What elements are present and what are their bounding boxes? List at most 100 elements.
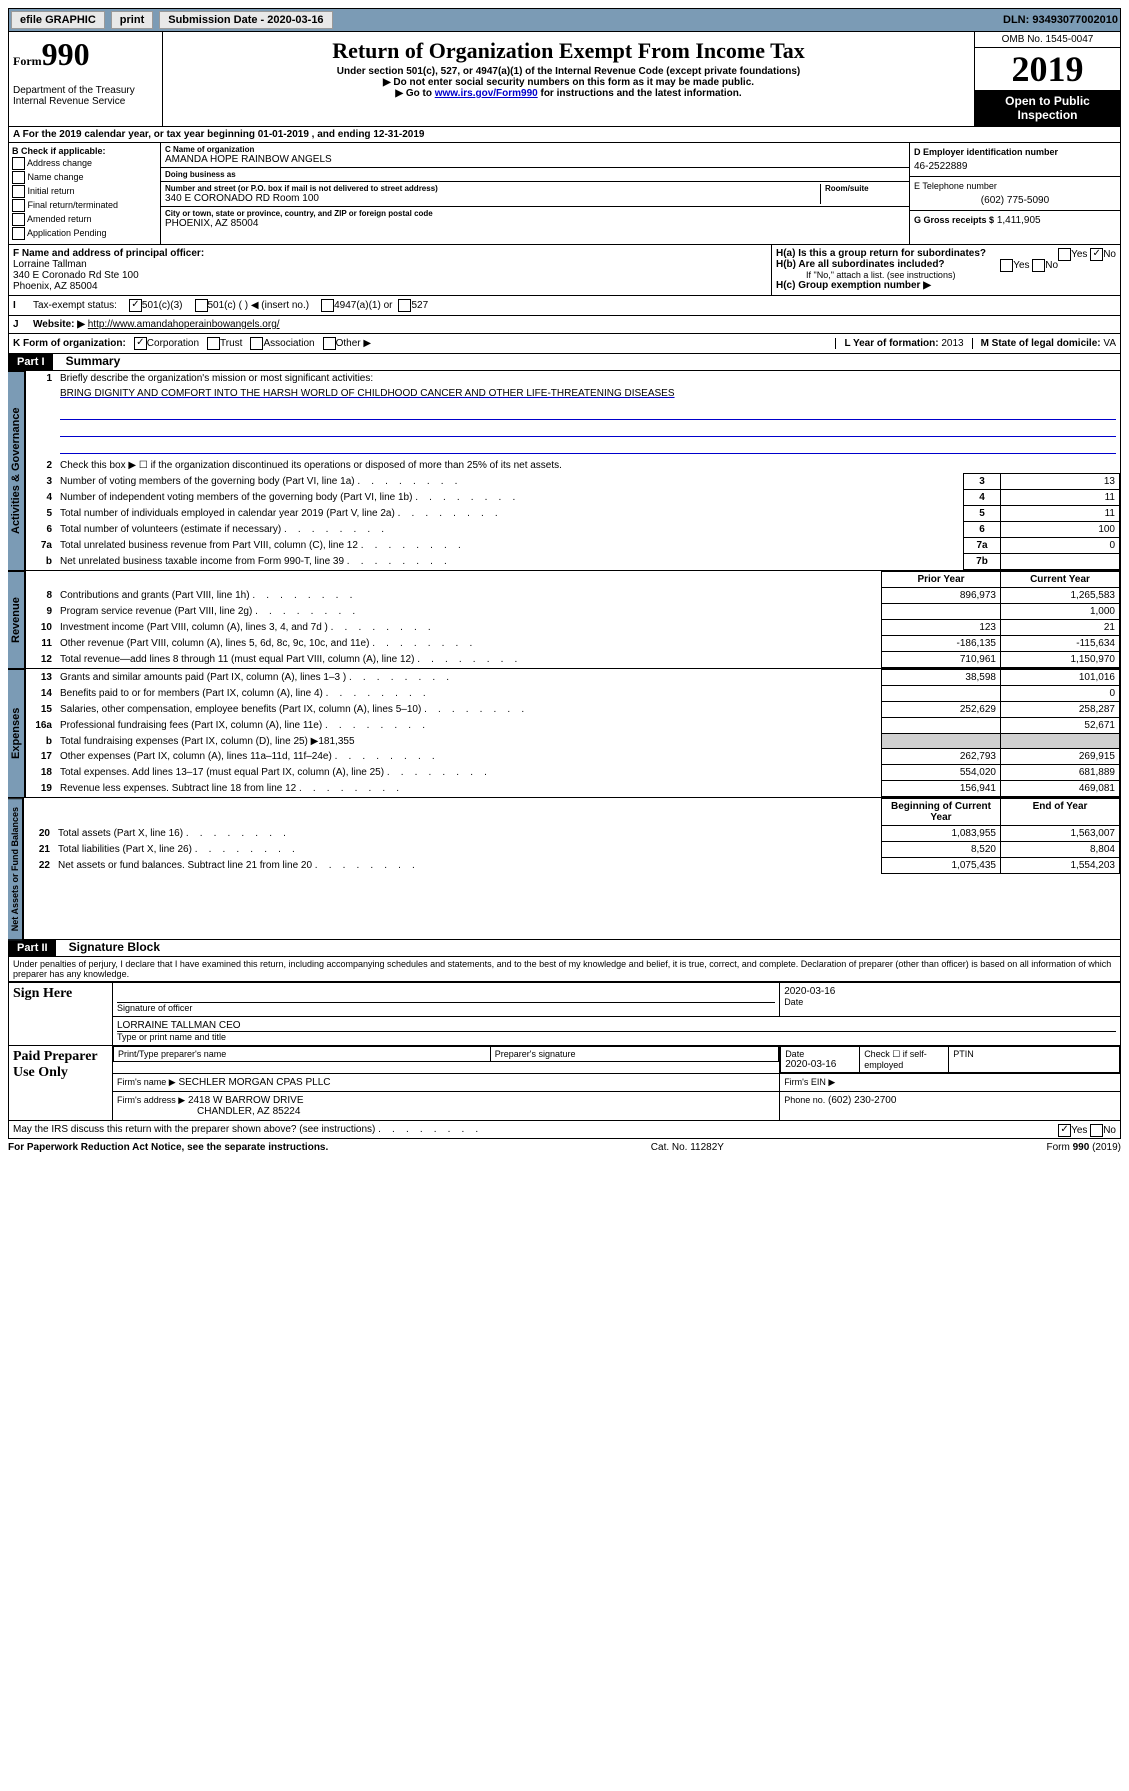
- instructions-link[interactable]: www.irs.gov/Form990: [435, 88, 538, 99]
- colb-item[interactable]: Amended return: [12, 213, 157, 226]
- col-b-items: Address change Name change Initial retur…: [12, 157, 157, 240]
- discuss-no: No: [1103, 1125, 1116, 1136]
- no-text: No: [1103, 249, 1116, 260]
- paid-prep-label: Paid Preparer Use Only: [9, 1046, 113, 1121]
- discuss-no-checkbox[interactable]: [1090, 1124, 1103, 1137]
- opt-corp: Corporation: [147, 338, 199, 349]
- dept-label: Department of the Treasury Internal Reve…: [13, 85, 158, 107]
- sub3b: for instructions and the latest informat…: [538, 88, 742, 99]
- colb-item[interactable]: Address change: [12, 157, 157, 170]
- sub-date-label: Submission Date -: [168, 14, 264, 26]
- summary-row: 5Total number of individuals employed in…: [26, 506, 1120, 522]
- opt-527: 527: [411, 300, 428, 311]
- colb-item[interactable]: Initial return: [12, 185, 157, 198]
- colb-item[interactable]: Name change: [12, 171, 157, 184]
- ha-yes-checkbox[interactable]: [1058, 248, 1071, 261]
- firm-phone: (602) 230-2700: [828, 1095, 896, 1106]
- form-number: Form990: [13, 36, 158, 73]
- website-link[interactable]: http://www.amandahoperainbowangels.org/: [88, 319, 280, 330]
- 4947-checkbox[interactable]: [321, 299, 334, 312]
- other-checkbox[interactable]: [323, 337, 336, 350]
- date-label: Date: [784, 997, 1116, 1007]
- efile-button[interactable]: efile GRAPHIC: [11, 11, 105, 29]
- mission-blank3: [60, 439, 1116, 454]
- hb-no-checkbox[interactable]: [1032, 259, 1045, 272]
- data-row: 13Grants and similar amounts paid (Part …: [26, 670, 1120, 686]
- prep-date: 2020-03-16: [785, 1059, 855, 1070]
- ptin-label: PTIN: [953, 1049, 1115, 1059]
- summary-row: 7aTotal unrelated business revenue from …: [26, 538, 1120, 554]
- website-label: Website: ▶: [33, 319, 85, 330]
- part1-title: Summary: [66, 354, 121, 368]
- sig-officer-label: Signature of officer: [117, 1003, 775, 1013]
- hb-yes-checkbox[interactable]: [1000, 259, 1013, 272]
- officer-label: F Name and address of principal officer:: [13, 248, 767, 259]
- sig-date: 2020-03-16: [784, 986, 1116, 997]
- c-name-label: C Name of organization: [165, 145, 905, 154]
- form-org-label: K Form of organization:: [13, 338, 126, 349]
- submission-date-box: Submission Date - 2020-03-16: [159, 11, 332, 29]
- form-word: Form: [13, 54, 42, 68]
- data-row: 18Total expenses. Add lines 13–17 (must …: [26, 765, 1120, 781]
- firm-ein-label: Firm's EIN ▶: [784, 1077, 835, 1087]
- year-form-val: 2013: [941, 338, 963, 349]
- form-header: Form990 Department of the Treasury Inter…: [8, 32, 1121, 127]
- section-b-row: B Check if applicable: Address change Na…: [8, 143, 1121, 245]
- assoc-checkbox[interactable]: [250, 337, 263, 350]
- city-label: City or town, state or province, country…: [165, 209, 905, 218]
- mission-blank2: [60, 422, 1116, 437]
- ein-value: 46-2522889: [914, 161, 1116, 172]
- open-public-badge: Open to Public Inspection: [975, 90, 1120, 126]
- opt-assoc: Association: [263, 338, 314, 349]
- prep-date-label: Date: [785, 1049, 855, 1059]
- subtitle-3: ▶ Go to www.irs.gov/Form990 for instruct…: [167, 88, 970, 99]
- omb-number: OMB No. 1545-0047: [975, 32, 1120, 48]
- ein-label: D Employer identification number: [914, 147, 1116, 157]
- trust-checkbox[interactable]: [207, 337, 220, 350]
- opt-501c: 501(c) ( ) ◀ (insert no.): [208, 300, 310, 311]
- tax-year: 2019: [975, 48, 1120, 90]
- data-row: 15Salaries, other compensation, employee…: [26, 702, 1120, 718]
- line2-label: Check this box ▶ ☐ if the organization d…: [56, 458, 1120, 473]
- firm-name: SECHLER MORGAN CPAS PLLC: [178, 1077, 330, 1088]
- discuss-text: May the IRS discuss this return with the…: [13, 1124, 478, 1135]
- perjury-text: Under penalties of perjury, I declare th…: [8, 957, 1121, 982]
- 501c-checkbox[interactable]: [195, 299, 208, 312]
- yes-text2: Yes: [1013, 260, 1029, 271]
- data-row: 20Total assets (Part X, line 16)1,083,95…: [24, 826, 1120, 842]
- print-button[interactable]: print: [111, 11, 153, 29]
- corp-checkbox[interactable]: ✓: [134, 337, 147, 350]
- mission-text: BRING DIGNITY AND COMFORT INTO THE HARSH…: [56, 386, 1120, 401]
- opt-4947: 4947(a)(1) or: [334, 300, 392, 311]
- org-city: PHOENIX, AZ 85004: [165, 218, 905, 229]
- phone-label: E Telephone number: [914, 181, 1116, 191]
- officer-sig-line: [117, 986, 775, 1003]
- gross-value: 1,411,905: [997, 215, 1041, 226]
- 501c3-checkbox[interactable]: ✓: [129, 299, 142, 312]
- data-row: 21Total liabilities (Part X, line 26)8,5…: [24, 842, 1120, 858]
- vlabel-expenses: Expenses: [8, 669, 25, 798]
- discuss-row: May the IRS discuss this return with the…: [8, 1121, 1121, 1139]
- officer-name: Lorraine Tallman: [13, 259, 767, 270]
- dln-label: DLN: 93493077002010: [1003, 14, 1118, 26]
- 527-checkbox[interactable]: [398, 299, 411, 312]
- paperwork-notice: For Paperwork Reduction Act Notice, see …: [8, 1142, 328, 1153]
- data-row: 9Program service revenue (Part VIII, lin…: [26, 604, 1120, 620]
- ha-no-checkbox[interactable]: ✓: [1090, 248, 1103, 261]
- officer-name-title: LORRAINE TALLMAN CEO: [117, 1020, 1116, 1032]
- org-address: 340 E CORONADO RD Room 100: [165, 193, 820, 204]
- subtitle-2: ▶ Do not enter social security numbers o…: [167, 77, 970, 88]
- colb-item[interactable]: Final return/terminated: [12, 199, 157, 212]
- discuss-yes-checkbox[interactable]: ✓: [1058, 1124, 1071, 1137]
- phone-value: (602) 775-5090: [914, 195, 1116, 206]
- data-row: 14Benefits paid to or for members (Part …: [26, 686, 1120, 702]
- state-label: M State of legal domicile:: [981, 338, 1101, 349]
- state-val: VA: [1103, 338, 1116, 349]
- sign-here-label: Sign Here: [9, 983, 113, 1046]
- summary-row: 3Number of voting members of the governi…: [26, 474, 1120, 490]
- colb-item[interactable]: Application Pending: [12, 227, 157, 240]
- form-title: Return of Organization Exempt From Incom…: [167, 38, 970, 64]
- opt-trust: Trust: [220, 338, 242, 349]
- data-row: 11Other revenue (Part VIII, column (A), …: [26, 636, 1120, 652]
- signature-table: Sign Here Signature of officer 2020-03-1…: [8, 982, 1121, 1121]
